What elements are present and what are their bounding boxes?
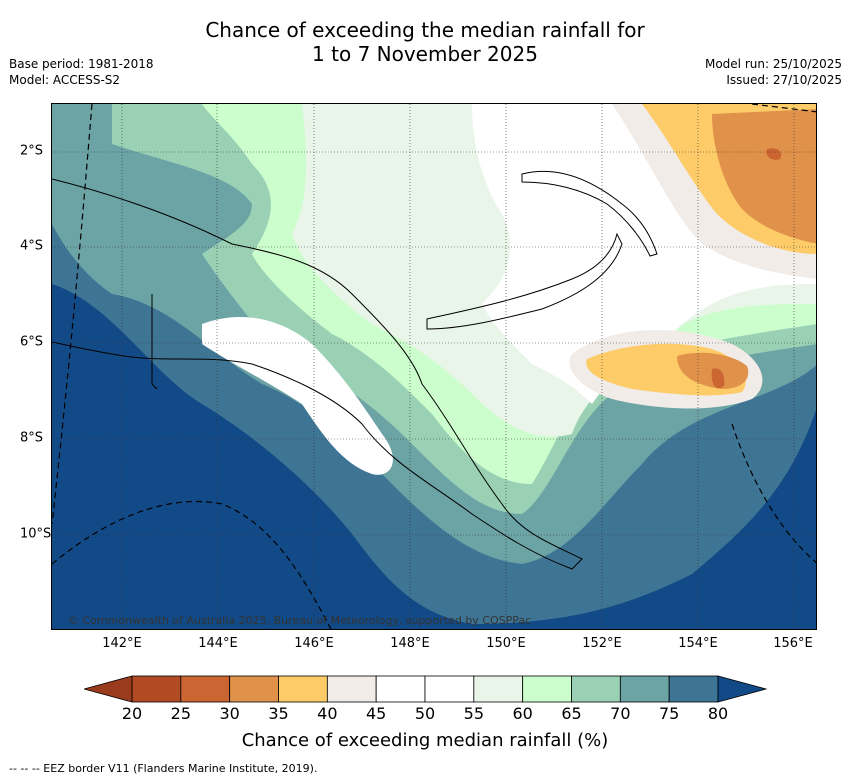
contour-25 bbox=[766, 148, 782, 160]
new-guinea-coast bbox=[52, 178, 583, 570]
lat-tick: 4°S bbox=[20, 238, 44, 254]
colorbar-segment bbox=[668, 675, 719, 703]
lat-tick: 6°S bbox=[20, 334, 44, 350]
colorbar-tick-label: 60 bbox=[512, 704, 533, 723]
copyright-text: © Commonwealth of Australia 2025, Bureau… bbox=[68, 614, 532, 627]
border-line bbox=[151, 294, 158, 390]
model-text: Model: ACCESS-S2 bbox=[9, 73, 121, 87]
colorbar-tick-label: 50 bbox=[414, 704, 436, 723]
eez-border-southeast bbox=[731, 423, 816, 564]
new-ireland-coast bbox=[521, 170, 658, 257]
contour-30 bbox=[712, 109, 816, 244]
contour-25-east bbox=[711, 368, 725, 389]
lon-tick: 154°E bbox=[678, 636, 718, 651]
colorbar-segment bbox=[473, 675, 524, 703]
chart-title: Chance of exceeding the median rainfall … bbox=[0, 18, 850, 66]
new-britain-coast bbox=[426, 232, 623, 330]
lat-tick: 8°S bbox=[20, 430, 44, 446]
colorbar-tick-label: 55 bbox=[463, 704, 485, 723]
colorbar-tick-label: 80 bbox=[707, 704, 729, 723]
colorbar-tick-label: 25 bbox=[170, 704, 192, 723]
meta-right: Model run: 25/10/2025 Issued: 27/10/2025 bbox=[705, 56, 842, 88]
eez-border-east bbox=[751, 104, 816, 113]
title-line-1: Chance of exceeding the median rainfall … bbox=[205, 18, 645, 42]
lat-tick: 10°S bbox=[20, 526, 52, 542]
base-period-text: Base period: 1981-2018 bbox=[9, 57, 154, 71]
lon-tick: 150°E bbox=[486, 636, 526, 651]
colorbar-tick-label: 20 bbox=[121, 704, 143, 723]
lon-tick: 148°E bbox=[390, 636, 430, 651]
lon-tick: 152°E bbox=[582, 636, 622, 651]
colorbar-segment bbox=[229, 675, 279, 703]
colorbar-segment bbox=[571, 675, 621, 703]
colorbar-label: Chance of exceeding median rainfall (%) bbox=[241, 730, 609, 751]
colorbar-segment bbox=[619, 675, 670, 703]
colorbar bbox=[84, 675, 768, 703]
eez-border-west bbox=[52, 104, 93, 525]
colorbar-tick-label: 40 bbox=[317, 704, 338, 723]
issued-text: Issued: 27/10/2025 bbox=[726, 73, 842, 87]
colorbar-tick-label: 35 bbox=[268, 704, 289, 723]
rainfall-map bbox=[51, 103, 817, 630]
lon-tick: 146°E bbox=[294, 636, 334, 651]
colorbar-segment bbox=[424, 675, 475, 703]
map-canvas bbox=[52, 104, 816, 629]
colorbar-tick-label: 65 bbox=[561, 704, 582, 723]
colorbar-segment bbox=[278, 675, 328, 703]
lon-tick: 156°E bbox=[773, 636, 813, 651]
eez-footnote: -- -- -- EEZ border V11 (Flanders Marine… bbox=[9, 762, 318, 775]
eez-border-south bbox=[52, 500, 332, 629]
graticule bbox=[52, 104, 816, 629]
contour-50-west bbox=[202, 316, 393, 475]
model-run-text: Model run: 25/10/2025 bbox=[704, 57, 842, 71]
title-line-2: 1 to 7 November 2025 bbox=[312, 42, 538, 66]
lon-tick: 142°E bbox=[102, 636, 142, 651]
colorbar-segment bbox=[180, 675, 231, 703]
colorbar-tick-label: 30 bbox=[219, 704, 240, 723]
colorbar-tick-label: 70 bbox=[610, 704, 631, 723]
colorbar-segment bbox=[522, 675, 572, 703]
colorbar-over-arrow bbox=[717, 675, 768, 703]
lat-tick: 2°S bbox=[20, 143, 44, 159]
meta-left: Base period: 1981-2018 Model: ACCESS-S2 bbox=[9, 56, 154, 88]
colorbar-tick-label: 45 bbox=[365, 704, 387, 723]
colorbar-segment bbox=[326, 675, 377, 703]
colorbar-segment bbox=[375, 675, 426, 703]
colorbar-tick-label: 75 bbox=[658, 704, 680, 723]
colorbar-segment bbox=[131, 675, 182, 703]
colorbar-under-arrow bbox=[84, 675, 133, 703]
lon-tick: 144°E bbox=[198, 636, 238, 651]
